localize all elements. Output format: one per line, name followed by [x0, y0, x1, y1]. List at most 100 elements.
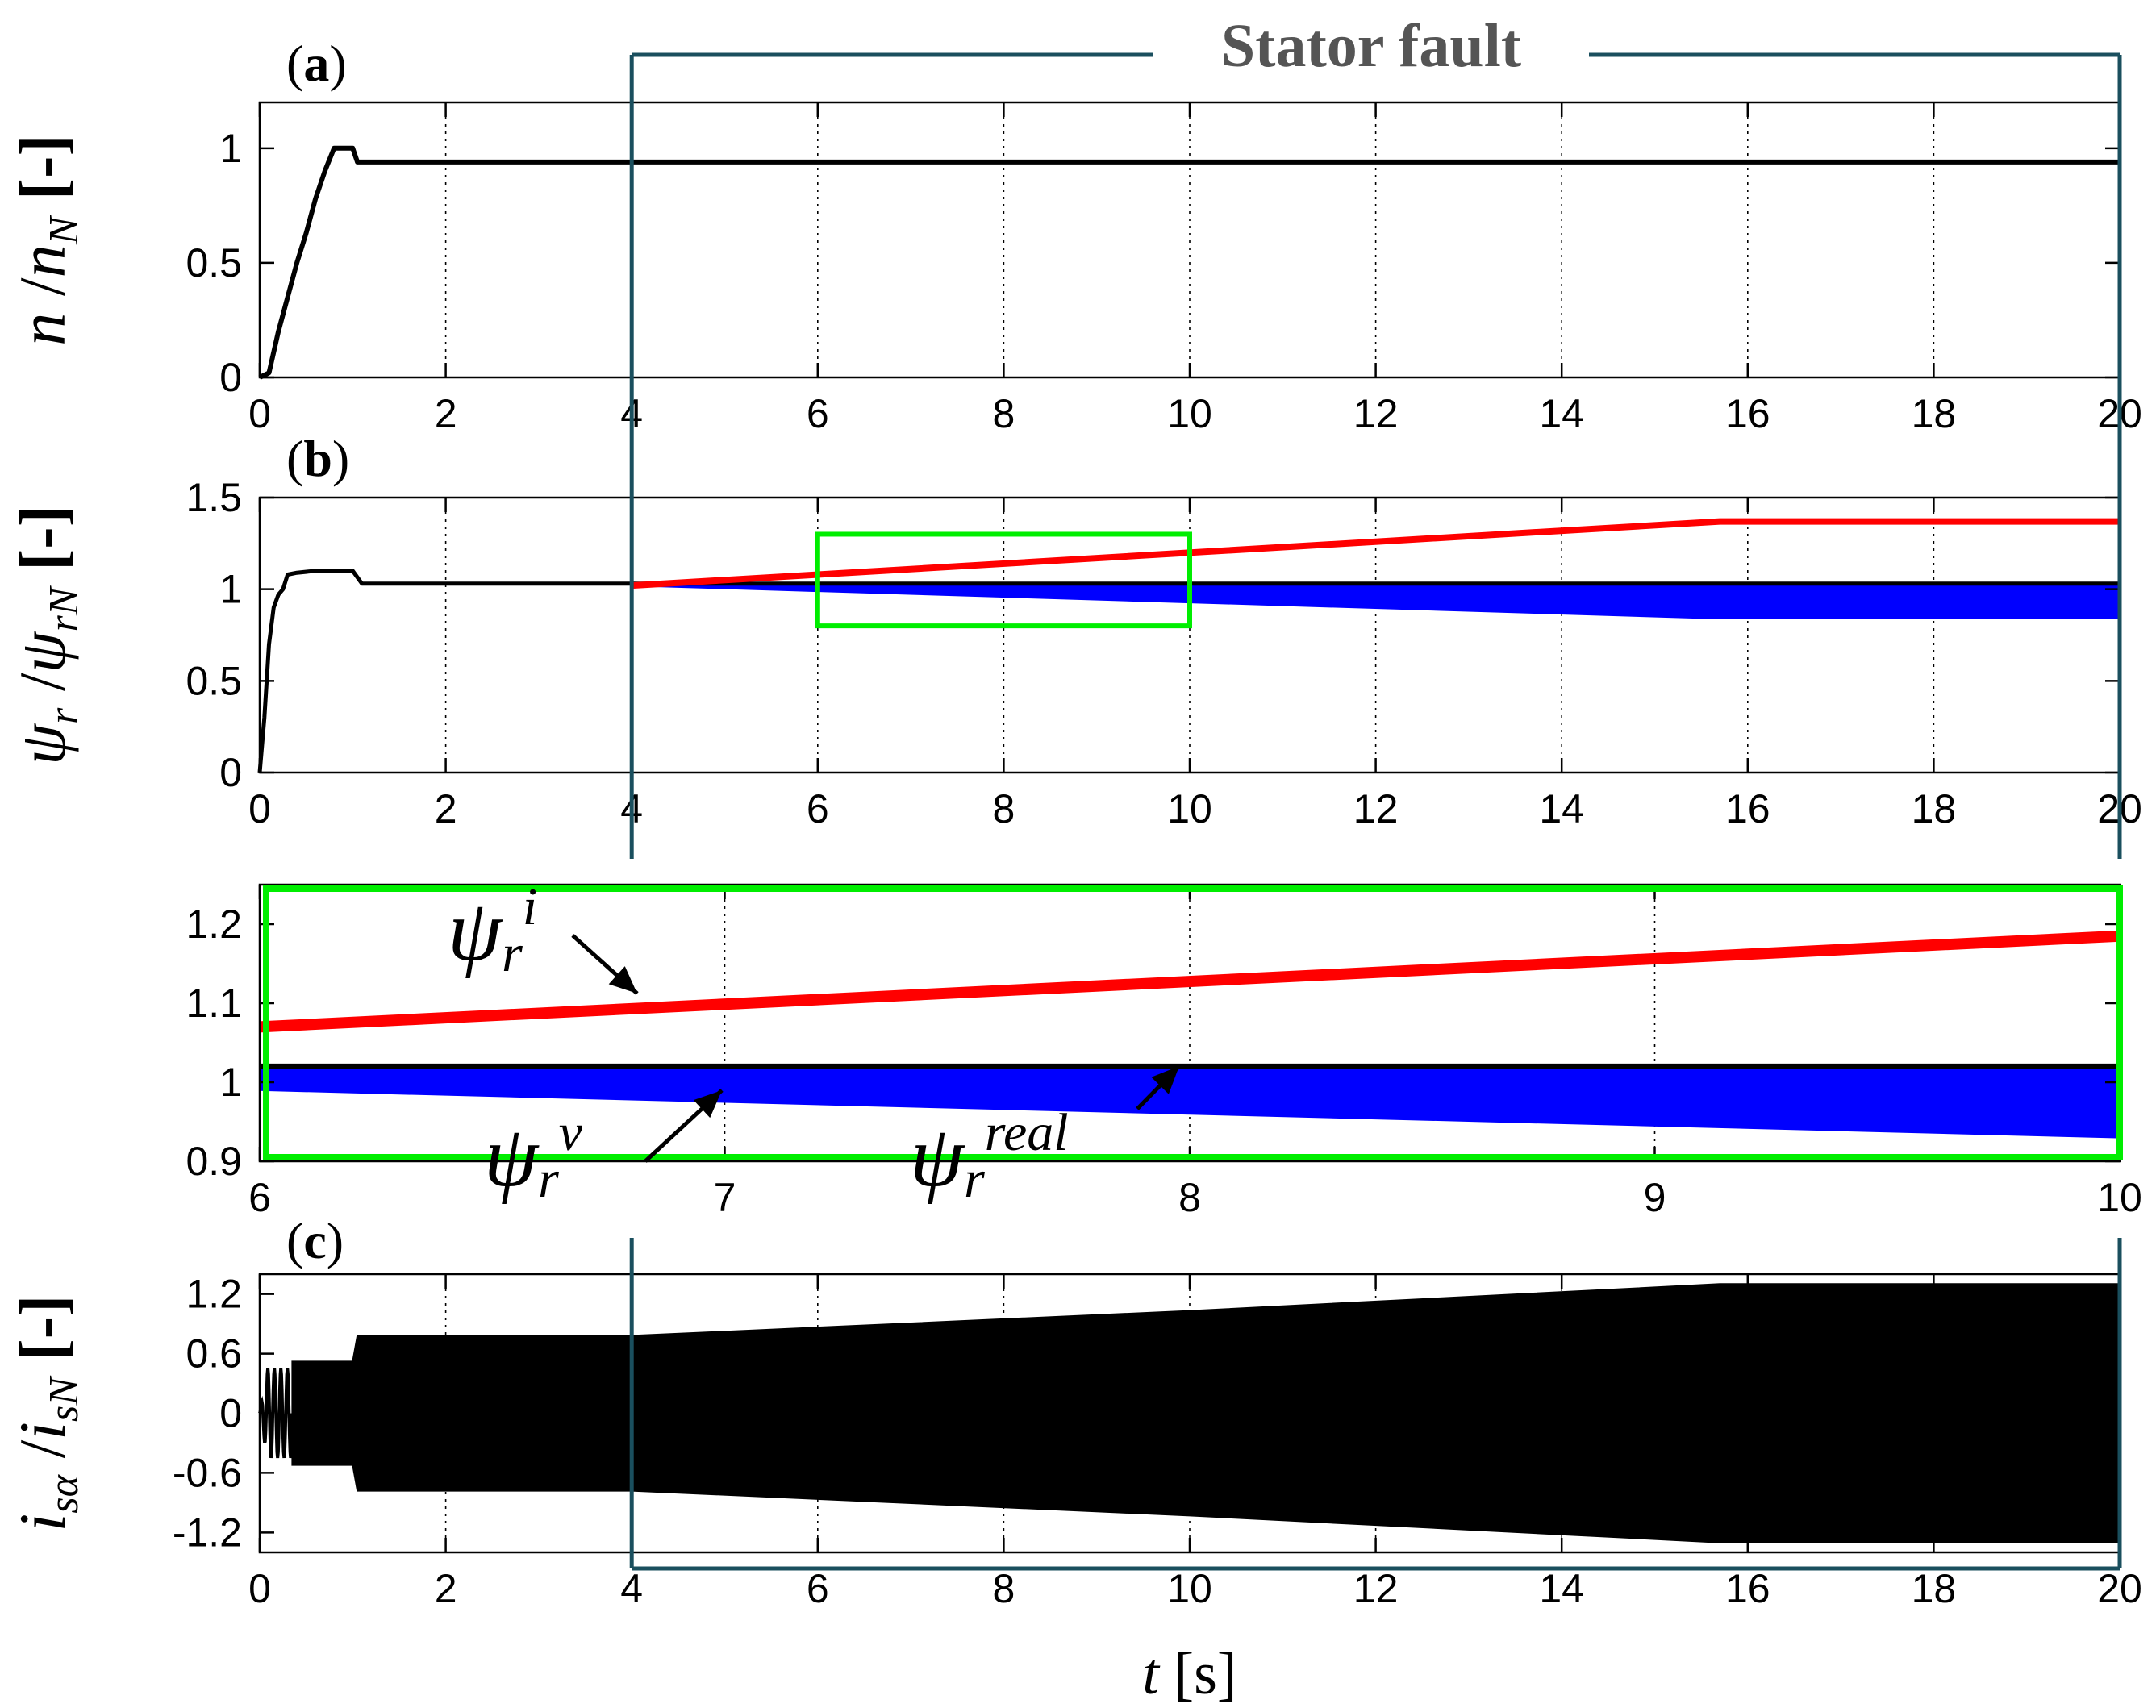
a-panel-label-letter: a [303, 35, 329, 92]
b-xtick-label-2: 2 [435, 786, 457, 831]
c-xtick-label-8: 8 [992, 1566, 1015, 1611]
a-xtick-label-14: 14 [1539, 391, 1584, 436]
c-xtick-label-18: 18 [1912, 1566, 1957, 1611]
z-ytick-label-1.1: 1.1 [186, 981, 242, 1026]
c-xtick-label-4: 4 [620, 1566, 643, 1611]
a-ytick-label-1: 1 [219, 126, 242, 171]
a-xtick-label-16: 16 [1725, 391, 1770, 436]
z-arrow-head-real [1151, 1066, 1179, 1094]
b-ylabel-unit: [-] [6, 505, 79, 587]
z-curve-label-sup-v: v [559, 1103, 583, 1162]
a-ylabel-var: n [6, 313, 79, 346]
z-curve-label-v: ψrv [484, 1103, 583, 1209]
z-ytick-label-1.2: 1.2 [186, 902, 242, 947]
b-panel-label-close: ) [332, 430, 349, 487]
a-xtick-label-12: 12 [1353, 391, 1399, 436]
c-ytick-label-0.6: 0.6 [186, 1331, 242, 1377]
c-ylabel-den-sub: sN [41, 1375, 87, 1422]
c-ytick-label--0.6: -0.6 [173, 1450, 242, 1495]
c-series-current-startup [258, 1368, 294, 1459]
c-ylabel-sep: / [6, 1440, 79, 1476]
c-ytick-label-0: 0 [219, 1391, 242, 1436]
c-ylabel-var-sub: sα [41, 1473, 87, 1513]
b-ylabel-var: ψ [6, 723, 79, 765]
b-panel-label-letter: b [303, 430, 332, 487]
z-xtick-label-6: 6 [248, 1175, 271, 1220]
z-curve-label-sub-real: r [964, 1150, 985, 1209]
c-panel-label-close: ) [327, 1212, 344, 1269]
z-curve-label-sup-i: i [523, 877, 537, 936]
z-curve-label-sub-i: r [502, 924, 523, 983]
b-series-real [257, 569, 2120, 773]
b-xtick-label-8: 8 [992, 786, 1015, 831]
c-ylabel: isα /isN [-] [6, 1295, 87, 1532]
a-ylabel: n /nN [-] [6, 134, 87, 345]
stator-fault-label: Stator fault [1221, 12, 1521, 80]
a-ytick-label-0.5: 0.5 [186, 240, 242, 285]
c-xtick-label-6: 6 [807, 1566, 829, 1611]
a-xtick-label-2: 2 [435, 391, 457, 436]
a-xtick-label-8: 8 [992, 391, 1015, 436]
z-green-frame [263, 885, 2123, 1160]
z-xtick-label-8: 8 [1178, 1175, 1201, 1220]
z-arrow-head-v [693, 1090, 722, 1119]
z-series-current-model [259, 930, 2121, 1033]
a-ylabel-sep: / [6, 277, 79, 313]
z-ytick-label-0.9: 0.9 [186, 1139, 242, 1184]
b-xtick-label-14: 14 [1539, 786, 1584, 831]
b-panel-label-open: ( [286, 430, 303, 487]
a-xtick-label-18: 18 [1912, 391, 1957, 436]
stator-fault-label-background [1153, 16, 1589, 89]
b-ytick-label-0.5: 0.5 [186, 658, 242, 703]
z-curve-label-sup-real: real [985, 1103, 1069, 1162]
b-ylabel-sep: / [6, 673, 79, 708]
b-ylabel-den: ψ [6, 630, 79, 673]
c-ylabel-var: i [6, 1514, 79, 1532]
a-ylabel-den: n [6, 244, 79, 277]
stator-fault-annotation: Stator fault [629, 12, 2122, 1571]
panel-a-speed: 0246810121416182000.51n /nN [-](a) [6, 35, 2142, 436]
a-panel-label-close: ) [329, 35, 346, 92]
a-ylabel-den-sub: N [41, 214, 87, 245]
z-arrow-head-i [608, 966, 637, 994]
c-ylabel-den: i [6, 1422, 79, 1440]
a-xtick-label-0: 0 [248, 391, 271, 436]
c-ytick-label-1.2: 1.2 [186, 1272, 242, 1317]
z-xtick-label-9: 9 [1644, 1175, 1666, 1220]
b-ytick-label-0: 0 [219, 750, 242, 795]
b-series-current-model [631, 518, 2120, 589]
b-ylabel: ψr /ψrN [-] [6, 505, 87, 765]
b-xtick-label-12: 12 [1353, 786, 1399, 831]
c-panel-label-open: ( [286, 1212, 303, 1269]
z-curve-label-base-i: ψ [448, 883, 503, 979]
c-xtick-label-0: 0 [248, 1566, 271, 1611]
z-curve-label-i: ψri [448, 877, 537, 983]
b-panel-label: (b) [286, 430, 349, 487]
c-xlabel-var: t [1142, 1641, 1174, 1707]
z-curve-label-real: ψrreal [910, 1103, 1069, 1209]
z-xtick-label-10: 10 [2097, 1175, 2142, 1220]
b-xtick-label-10: 10 [1167, 786, 1212, 831]
a-xtick-label-6: 6 [807, 391, 829, 436]
c-ylabel-unit: [-] [6, 1295, 79, 1377]
b-xtick-label-0: 0 [248, 786, 271, 831]
b-xtick-label-18: 18 [1912, 786, 1957, 831]
c-xtick-label-12: 12 [1353, 1566, 1399, 1611]
b-xtick-label-6: 6 [807, 786, 829, 831]
c-xtick-label-16: 16 [1725, 1566, 1770, 1611]
a-panel-label: (a) [286, 35, 347, 92]
b-ytick-label-1: 1 [219, 567, 242, 612]
a-ytick-label-0: 0 [219, 355, 242, 400]
c-xlabel: t [s] [1142, 1641, 1236, 1707]
a-series-speed [258, 145, 2120, 380]
panel-b-rotor-flux: 0246810121416182000.511.5ψr /ψrN [-](b) [6, 430, 2142, 831]
z-xtick-label-7: 7 [714, 1175, 736, 1220]
c-xtick-label-2: 2 [435, 1566, 457, 1611]
z-curve-label-base-v: ψ [484, 1109, 540, 1205]
c-panel-label-letter: c [303, 1212, 326, 1269]
z-curve-label-base-real: ψ [910, 1109, 965, 1205]
b-xtick-label-16: 16 [1725, 786, 1770, 831]
